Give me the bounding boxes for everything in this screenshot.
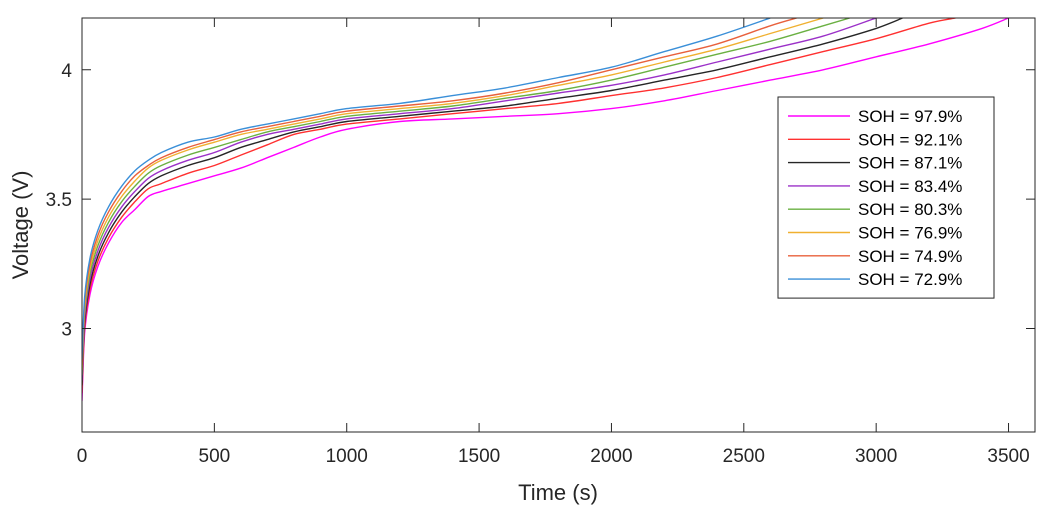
series-line bbox=[82, 18, 797, 365]
legend: SOH = 97.9% SOH = 92.1% SOH = 87.1% SOH = 8… bbox=[777, 96, 995, 299]
legend-label: SOH = 74.9% bbox=[858, 247, 962, 266]
x-tick-label: 3500 bbox=[987, 446, 1029, 467]
x-tick-label: 2500 bbox=[723, 446, 765, 467]
legend-box bbox=[777, 96, 995, 299]
x-tick-label: 500 bbox=[199, 446, 231, 467]
ticks-layer: 0 500 1000 1500 2000 2500 3000 3500 3 3.5 4 bbox=[46, 18, 1035, 467]
legend-label: SOH = 76.9% bbox=[858, 224, 962, 243]
x-tick-label: 2000 bbox=[590, 446, 632, 467]
plot-frame bbox=[81, 17, 1036, 433]
x-tick-label: 3000 bbox=[855, 446, 897, 467]
y-tick-label: 4 bbox=[61, 61, 72, 82]
series-line bbox=[82, 18, 877, 381]
series-line bbox=[82, 18, 771, 360]
series-line bbox=[82, 18, 1009, 401]
series-line bbox=[82, 18, 903, 386]
legend-label: SOH = 92.1% bbox=[858, 130, 962, 149]
x-tick-label: 0 bbox=[77, 446, 88, 467]
legend-label: SOH = 97.9% bbox=[858, 107, 962, 126]
y-axis-label: Voltage (V) bbox=[8, 171, 33, 280]
series-layer bbox=[82, 18, 1009, 401]
legend-label: SOH = 83.4% bbox=[858, 177, 962, 196]
series-line bbox=[82, 18, 824, 370]
series-line bbox=[82, 18, 956, 394]
series-line bbox=[82, 18, 850, 376]
x-tick-label: 1000 bbox=[326, 446, 368, 467]
x-tick-label: 1500 bbox=[458, 446, 500, 467]
legend-label: SOH = 72.9% bbox=[858, 270, 962, 289]
y-tick-label: 3 bbox=[61, 320, 72, 341]
y-tick-label: 3.5 bbox=[46, 190, 72, 211]
x-axis-label: Time (s) bbox=[518, 480, 598, 505]
legend-label: SOH = 87.1% bbox=[858, 154, 962, 173]
legend-label: SOH = 80.3% bbox=[858, 200, 962, 219]
